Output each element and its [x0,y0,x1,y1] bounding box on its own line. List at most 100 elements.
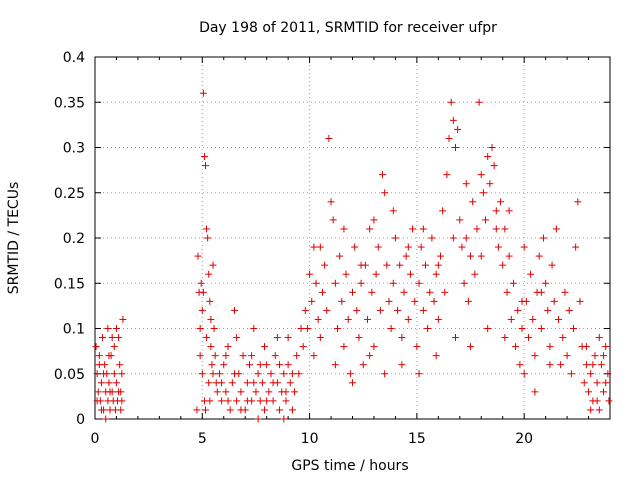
data-point [436,252,444,260]
data-point [494,243,502,251]
data-point [475,98,483,106]
data-point [286,379,294,387]
data-point [477,171,485,179]
data-point [295,370,303,378]
data-point [537,325,545,332]
data-point [357,279,365,287]
grid-lines [95,57,610,419]
data-point [417,243,425,251]
data-point [269,397,277,405]
data-point [389,207,397,215]
data-point [398,334,406,342]
data-point [509,279,517,287]
data-point [402,252,410,260]
data-point [205,379,213,387]
data-point [567,370,575,378]
data-point [256,361,264,369]
data-point [252,388,260,396]
data-point [93,370,101,378]
y-tick-label: 0.35 [54,95,85,111]
data-point [207,315,215,323]
data-point [430,297,438,305]
data-point [254,370,262,378]
data-point [415,370,423,378]
data-point [419,306,427,314]
data-point [387,325,395,332]
data-point [265,388,273,396]
data-point [501,225,509,233]
data-point [497,198,505,206]
data-point [336,252,344,260]
data-point [432,270,440,278]
data-point [434,261,442,269]
data-point [340,343,348,351]
data-point [99,334,107,342]
data-point [202,406,210,414]
data-point [106,388,114,396]
data-point [220,361,228,369]
data-point [282,397,290,405]
data-point [206,397,214,405]
data-point [396,261,404,269]
data-point [321,261,329,269]
data-point [349,379,356,387]
data-point [597,361,605,369]
data-point [449,116,457,124]
data-point [572,243,580,251]
data-point [409,225,417,233]
data-point [250,379,258,387]
data-point [518,325,526,332]
data-point [462,180,470,188]
data-point [518,297,526,305]
data-point [342,270,350,278]
y-tick-label: 0.1 [63,322,85,338]
data-point [243,379,251,387]
data-point [501,334,509,342]
data-point [284,334,292,342]
data-point [462,234,470,242]
data-point [602,379,610,387]
data-point [256,397,264,405]
data-point [593,397,601,405]
data-point [208,361,216,369]
data-point [282,388,290,396]
data-point [570,325,578,332]
data-point [531,388,539,396]
data-point [582,343,590,351]
data-point [527,270,535,278]
data-point [108,334,116,342]
y-tick-label: 0.15 [54,276,85,292]
data-point [520,370,528,378]
data-point [200,153,208,161]
data-point [97,406,105,414]
data-point [246,361,253,369]
data-point [331,279,339,287]
data-point [228,379,236,387]
data-point [353,306,361,314]
data-point [204,234,212,242]
data-point [503,288,511,296]
y-tick-label: 0.4 [63,50,85,66]
data-point [288,406,296,414]
data-point [263,397,271,405]
data-point [224,343,232,351]
data-point [267,370,275,378]
data-point [400,288,408,296]
data-point [406,270,414,278]
data-point [110,370,118,378]
data-point [456,216,464,224]
data-point [587,370,595,378]
data-point [604,370,612,378]
data-point [381,189,389,197]
data-point [210,325,218,332]
data-point [379,171,387,179]
data-point [539,234,547,242]
data-point [218,379,226,387]
data-point [95,361,103,369]
data-point [595,406,603,414]
x-tick-labels: 0 5 10 15 20 [91,431,534,447]
data-point [469,198,477,206]
data-point [316,243,324,251]
data-point [548,261,556,269]
